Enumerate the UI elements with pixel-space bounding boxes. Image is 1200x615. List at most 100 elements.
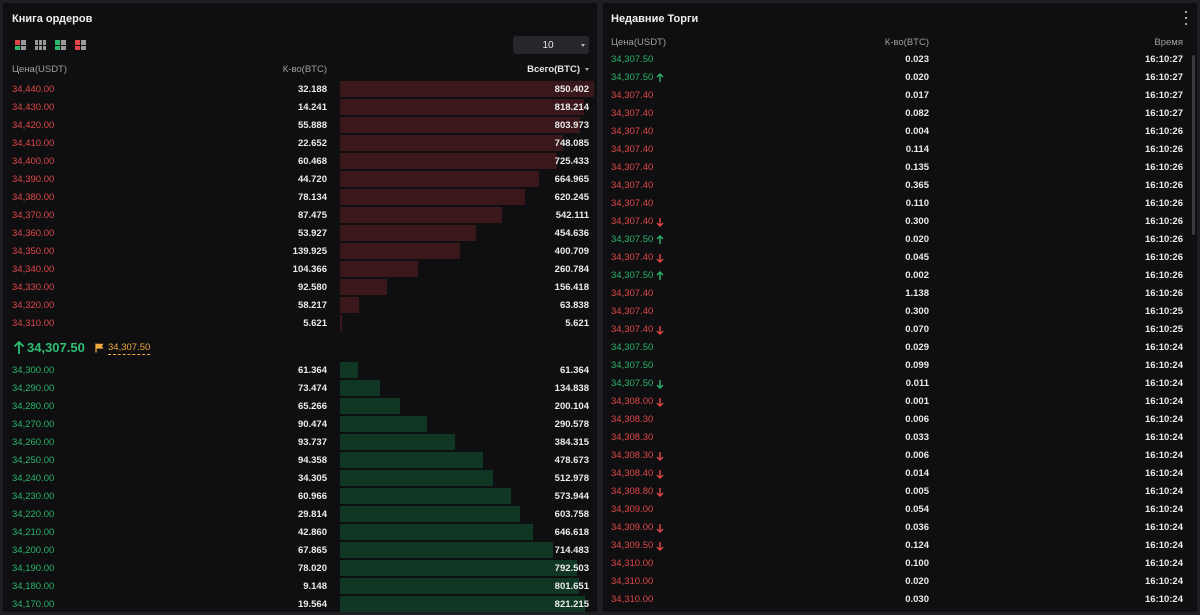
trade-row[interactable]: 34,307.50 0.020 16:10:26 [603, 230, 1197, 248]
trade-row[interactable]: 34,307.40 1.138 16:10:26 [603, 284, 1197, 302]
ask-qty: 53.927 [297, 228, 327, 239]
bid-row[interactable]: 34,210.00 42.860 646.618 [3, 523, 597, 541]
ask-row[interactable]: 34,350.00 139.925 400.709 [3, 242, 597, 260]
trade-row[interactable]: 34,308.30 0.033 16:10:24 [603, 428, 1197, 446]
trade-qty: 0.070 [905, 324, 929, 335]
mark-price[interactable]: 34,307.50 [108, 342, 151, 355]
trade-row[interactable]: 34,309.00 0.054 16:10:24 [603, 500, 1197, 518]
trade-row[interactable]: 34,307.50 0.020 16:10:27 [603, 68, 1197, 86]
trade-time: 16:10:27 [1144, 72, 1183, 83]
trade-row[interactable]: 34,309.00 0.036 16:10:24 [603, 518, 1197, 536]
depth-select[interactable]: 10 [513, 36, 589, 54]
ask-depth-bar [340, 315, 342, 331]
bid-qty: 19.564 [297, 599, 327, 610]
trades-scrollbar[interactable] [1192, 55, 1195, 235]
bid-row[interactable]: 34,290.00 73.474 134.838 [3, 379, 597, 397]
trade-row[interactable]: 34,307.40 0.045 16:10:26 [603, 248, 1197, 266]
more-options-icon[interactable] [1183, 11, 1189, 25]
bid-row[interactable]: 34,200.00 67.865 714.483 [3, 541, 597, 559]
trade-price-value: 34,307.40 [611, 198, 654, 209]
trade-time: 16:10:24 [1144, 540, 1183, 551]
bid-qty: 78.020 [297, 563, 327, 574]
trade-time: 16:10:26 [1144, 216, 1183, 227]
trade-row[interactable]: 34,307.40 0.082 16:10:27 [603, 104, 1197, 122]
bid-row[interactable]: 34,230.00 60.966 573.944 [3, 487, 597, 505]
ask-row[interactable]: 34,330.00 92.580 156.418 [3, 278, 597, 296]
ask-price: 34,310.00 [12, 318, 55, 329]
arrow-up-icon [656, 270, 664, 280]
bid-row[interactable]: 34,240.00 34.305 512.978 [3, 469, 597, 487]
ask-row[interactable]: 34,380.00 78.134 620.245 [3, 188, 597, 206]
view-asks-icon[interactable] [75, 40, 86, 50]
ask-row[interactable]: 34,410.00 22.652 748.085 [3, 134, 597, 152]
trade-row[interactable]: 34,307.40 0.300 16:10:25 [603, 302, 1197, 320]
bid-depth-bar [340, 452, 483, 468]
trade-row[interactable]: 34,307.50 0.002 16:10:26 [603, 266, 1197, 284]
trade-row[interactable]: 34,307.40 0.365 16:10:26 [603, 176, 1197, 194]
ask-row[interactable]: 34,320.00 58.217 63.838 [3, 296, 597, 314]
ask-price: 34,340.00 [12, 264, 55, 275]
ask-row[interactable]: 34,400.00 60.468 725.433 [3, 152, 597, 170]
ask-row[interactable]: 34,440.00 32.188 850.402 [3, 80, 597, 98]
ask-row[interactable]: 34,390.00 44.720 664.965 [3, 170, 597, 188]
trade-row[interactable]: 34,309.50 0.124 16:10:24 [603, 536, 1197, 554]
bid-qty: 42.860 [297, 527, 327, 538]
view-both-icon[interactable] [15, 40, 26, 50]
arrow-down-icon [656, 469, 664, 479]
trade-row[interactable]: 34,310.00 0.030 16:10:24 [603, 590, 1197, 608]
bid-row[interactable]: 34,300.00 61.364 61.364 [3, 361, 597, 379]
view-bids-icon[interactable] [55, 40, 66, 50]
trade-price-value: 34,307.40 [611, 306, 654, 317]
trade-row[interactable]: 34,307.40 0.135 16:10:26 [603, 158, 1197, 176]
trade-row[interactable]: 34,308.00 0.001 16:10:24 [603, 392, 1197, 410]
bid-row[interactable]: 34,170.00 19.564 821.215 [3, 595, 597, 612]
ask-row[interactable]: 34,420.00 55.888 803.973 [3, 116, 597, 134]
ask-row[interactable]: 34,430.00 14.241 818.214 [3, 98, 597, 116]
bid-price: 34,300.00 [12, 365, 55, 376]
trade-row[interactable]: 34,307.40 0.017 16:10:27 [603, 86, 1197, 104]
ask-row[interactable]: 34,340.00 104.366 260.784 [3, 260, 597, 278]
trade-row[interactable]: 34,308.30 0.006 16:10:24 [603, 446, 1197, 464]
trade-row[interactable]: 34,307.50 0.029 16:10:24 [603, 338, 1197, 356]
last-price: 34,307.50 [27, 340, 85, 355]
trade-row[interactable]: 34,307.50 0.011 16:10:24 [603, 374, 1197, 392]
bid-row[interactable]: 34,220.00 29.814 603.758 [3, 505, 597, 523]
trade-row[interactable]: 34,308.80 0.005 16:10:24 [603, 482, 1197, 500]
bid-row[interactable]: 34,280.00 65.266 200.104 [3, 397, 597, 415]
trades-header-qty: К-во(BTC) [884, 37, 929, 48]
bid-row[interactable]: 34,180.00 9.148 801.651 [3, 577, 597, 595]
trade-qty: 0.099 [905, 360, 929, 371]
trade-row[interactable]: 34,310.00 0.020 16:10:24 [603, 572, 1197, 590]
trade-row[interactable]: 34,307.50 0.023 16:10:27 [603, 50, 1197, 68]
trade-qty: 0.036 [905, 522, 929, 533]
trade-row[interactable]: 34,307.40 0.110 16:10:26 [603, 194, 1197, 212]
bid-price: 34,170.00 [12, 599, 55, 610]
ask-row[interactable]: 34,310.00 5.621 5.621 [3, 314, 597, 332]
ask-row[interactable]: 34,360.00 53.927 454.636 [3, 224, 597, 242]
trade-row[interactable]: 34,308.40 0.014 16:10:24 [603, 464, 1197, 482]
bid-row[interactable]: 34,270.00 90.474 290.578 [3, 415, 597, 433]
ask-total: 5.621 [565, 318, 589, 329]
trade-row[interactable]: 34,307.40 0.114 16:10:26 [603, 140, 1197, 158]
trade-row[interactable]: 34,307.40 0.004 16:10:26 [603, 122, 1197, 140]
bid-qty: 94.358 [297, 455, 327, 466]
trade-qty: 0.300 [905, 216, 929, 227]
bid-row[interactable]: 34,190.00 78.020 792.503 [3, 559, 597, 577]
ask-row[interactable]: 34,370.00 87.475 542.111 [3, 206, 597, 224]
trade-row[interactable]: 34,307.40 0.070 16:10:25 [603, 320, 1197, 338]
bid-depth-bar [340, 488, 512, 504]
trade-row[interactable]: 34,308.30 0.006 16:10:24 [603, 410, 1197, 428]
trade-qty: 0.100 [905, 558, 929, 569]
view-columns-icon[interactable] [35, 40, 46, 50]
ask-price: 34,380.00 [12, 192, 55, 203]
trade-row[interactable]: 34,307.50 0.099 16:10:24 [603, 356, 1197, 374]
trade-price: 34,307.40 [611, 162, 653, 173]
orderbook-header-total[interactable]: Всего(BTC) [527, 64, 589, 75]
trade-time: 16:10:27 [1144, 108, 1183, 119]
trade-qty: 0.110 [905, 198, 929, 209]
bid-row[interactable]: 34,250.00 94.358 478.673 [3, 451, 597, 469]
bid-row[interactable]: 34,260.00 93.737 384.315 [3, 433, 597, 451]
trade-row[interactable]: 34,310.00 0.100 16:10:24 [603, 554, 1197, 572]
bid-price: 34,240.00 [12, 473, 55, 484]
trade-row[interactable]: 34,307.40 0.300 16:10:26 [603, 212, 1197, 230]
